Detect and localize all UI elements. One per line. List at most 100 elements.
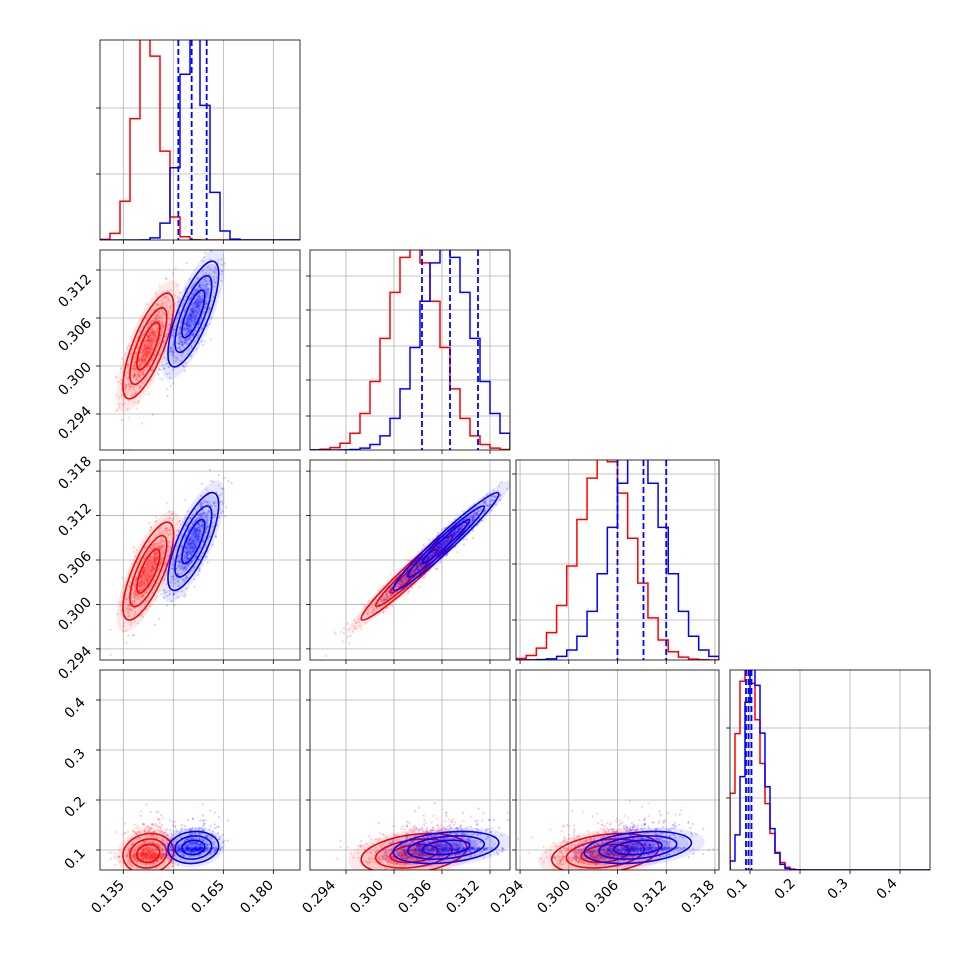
sample-point — [433, 551, 437, 554]
sample-point — [167, 554, 170, 557]
sample-point — [178, 343, 181, 346]
sample-point — [193, 846, 196, 849]
x-tick-labels-col3: 0.294 0.300 0.306 0.312 0.318 — [487, 877, 718, 917]
sample-point — [205, 288, 208, 291]
sample-point — [456, 531, 460, 534]
sample-point — [133, 591, 136, 594]
sample-point — [133, 600, 136, 604]
sample-point — [166, 528, 170, 531]
sample-point — [162, 367, 165, 370]
sample-point — [144, 347, 147, 350]
sample-point — [148, 314, 151, 317]
sample-point — [197, 304, 200, 307]
sample-point — [194, 329, 197, 332]
sample-point — [185, 550, 188, 554]
sample-point — [132, 849, 135, 853]
sample-point — [194, 529, 197, 532]
sample-point — [217, 247, 219, 249]
sample-point — [117, 855, 120, 858]
sample-point — [137, 584, 140, 587]
sample-point — [420, 564, 423, 567]
sample-point — [146, 591, 149, 594]
sample-point — [164, 295, 167, 298]
sample-point — [140, 852, 143, 856]
sample-point — [168, 533, 171, 536]
density-fill — [133, 314, 164, 378]
sample-point — [118, 860, 122, 863]
sample-point — [171, 350, 174, 353]
sample-point — [161, 837, 164, 840]
sample-point — [156, 811, 159, 814]
sample-point — [151, 591, 154, 594]
sample-point — [162, 854, 165, 857]
sample-point — [184, 322, 187, 326]
sample-point — [213, 846, 216, 849]
sample-point — [184, 845, 187, 848]
sample-point — [153, 856, 156, 860]
sample-point — [418, 562, 422, 565]
sample-point — [201, 523, 204, 526]
sample-point — [189, 307, 192, 311]
sample-point — [146, 600, 149, 603]
x-tick-label: 0.306 — [582, 877, 622, 917]
sample-point — [202, 539, 205, 543]
sample-point — [144, 827, 147, 830]
sample-point — [139, 585, 142, 588]
sample-point — [153, 560, 156, 563]
sample-point — [402, 588, 405, 591]
sample-point — [126, 603, 129, 606]
sample-point — [353, 619, 356, 622]
sample-point — [134, 857, 137, 860]
sample-point — [148, 342, 151, 345]
sample-point — [152, 546, 156, 549]
sample-point — [181, 364, 185, 368]
sample-point — [124, 386, 127, 389]
sample-point — [142, 372, 145, 375]
sample-point — [137, 359, 141, 362]
sample-point — [160, 323, 163, 327]
sample-point — [144, 853, 147, 856]
sample-point — [136, 336, 139, 339]
sample-point — [470, 516, 473, 519]
sample-point — [206, 246, 208, 248]
sample-point — [195, 533, 198, 536]
sample-point — [147, 335, 150, 338]
sample-point — [204, 278, 207, 281]
sample-point — [471, 536, 475, 540]
sample-point — [201, 846, 205, 849]
sample-point — [134, 847, 137, 850]
sample-point — [153, 567, 156, 570]
sample-point — [156, 843, 159, 846]
sample-point — [144, 855, 147, 858]
sample-point — [166, 299, 170, 302]
density-fill — [185, 298, 201, 330]
sample-point — [404, 579, 407, 582]
sample-point — [380, 607, 383, 610]
sample-point — [401, 589, 404, 592]
sample-point — [192, 310, 195, 314]
sample-point — [440, 545, 443, 549]
sample-point — [146, 848, 149, 851]
sample-point — [183, 299, 186, 302]
sample-point — [164, 574, 167, 577]
sample-point — [124, 388, 127, 391]
sample-point — [156, 860, 159, 863]
sample-point — [126, 854, 129, 857]
sample-point — [118, 406, 121, 410]
sample-point — [139, 810, 143, 813]
sample-point — [146, 334, 149, 337]
sample-point — [432, 552, 436, 555]
sample-point — [127, 416, 130, 419]
sample-point — [137, 855, 141, 858]
sample-point — [150, 337, 153, 340]
sample-point — [145, 354, 149, 357]
contour-group — [116, 509, 180, 633]
sample-point — [150, 826, 153, 829]
sample-point — [154, 292, 158, 295]
sample-point — [146, 859, 149, 862]
sample-point — [156, 557, 159, 560]
sample-point — [147, 565, 150, 568]
sample-point — [415, 567, 419, 570]
sample-point — [184, 577, 187, 580]
sample-point — [190, 295, 193, 299]
